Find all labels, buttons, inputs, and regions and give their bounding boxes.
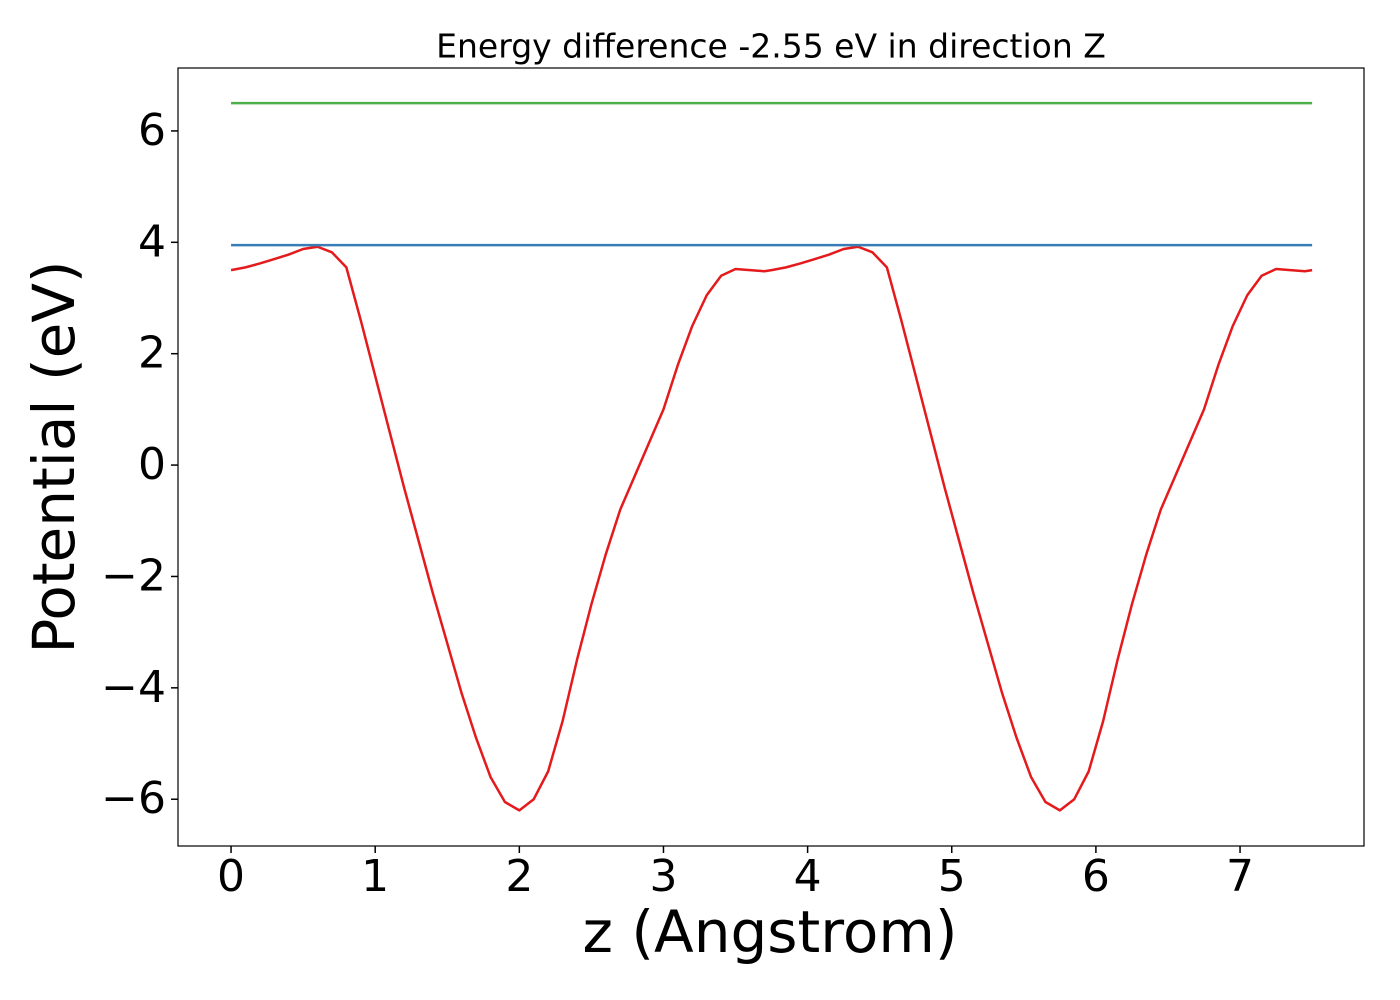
- x-tick-label: 4: [794, 851, 822, 902]
- y-axis-label: Potential (eV): [20, 260, 88, 653]
- x-tick-label: 0: [217, 851, 245, 902]
- x-tick-label: 2: [505, 851, 533, 902]
- x-tick-label: 1: [361, 851, 389, 902]
- series-line: [230, 245, 1313, 812]
- x-tick-label: 7: [1226, 851, 1254, 902]
- x-axis-label: z (Angstrom): [583, 898, 958, 966]
- y-tick-label: 6: [138, 105, 166, 156]
- chart-title: Energy difference -2.55 eV in direction …: [436, 27, 1106, 66]
- plot-frame: [177, 67, 1365, 847]
- y-tick-label: 2: [138, 328, 166, 379]
- y-tick-label: −4: [101, 662, 166, 713]
- x-tick-label: 6: [1082, 851, 1110, 902]
- y-tick-label: −2: [101, 550, 166, 601]
- x-tick-label: 3: [649, 851, 677, 902]
- y-tick-label: −6: [101, 773, 166, 824]
- y-tick-label: 4: [138, 216, 166, 267]
- y-tick-label: 0: [138, 439, 166, 490]
- x-tick-label: 5: [938, 851, 966, 902]
